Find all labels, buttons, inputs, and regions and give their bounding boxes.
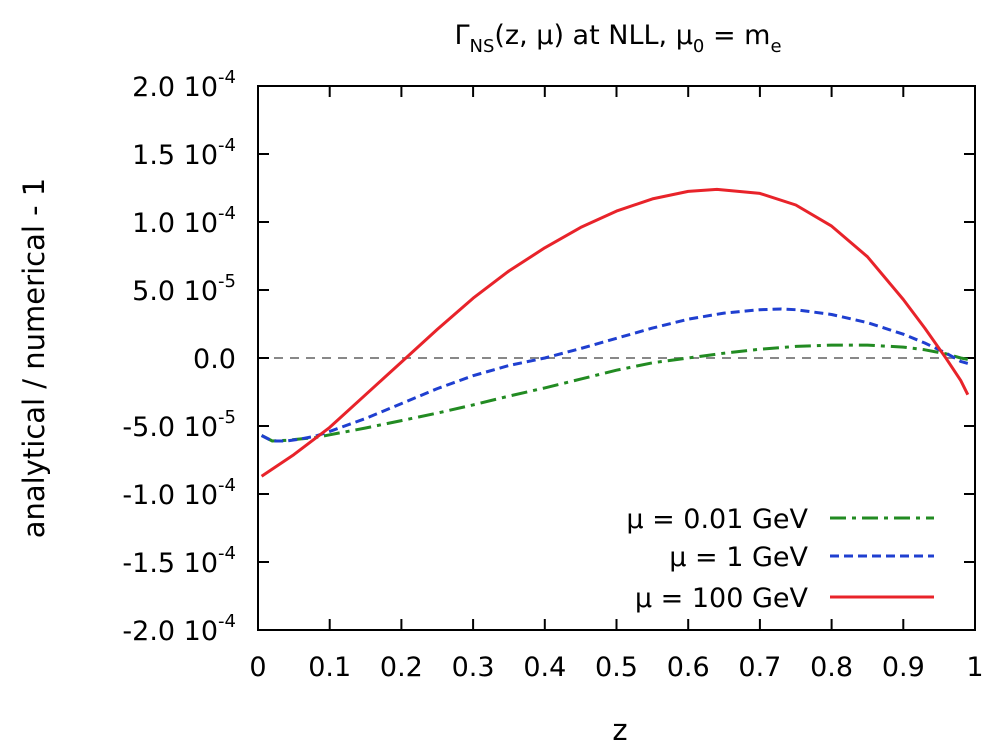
title-prefix-sub: NS (470, 36, 495, 57)
x-tick-label: 0.2 (380, 652, 423, 683)
title-prefix: Γ (454, 20, 469, 51)
y-tick-mantissa: -1.0 10 (122, 480, 218, 511)
x-tick-label: 0 (249, 652, 266, 683)
x-tick-label: 0.4 (523, 652, 566, 683)
chart-title: ΓNS(z, μ) at NLL, μ0 = me (454, 20, 781, 57)
title-middle: (z, μ) at NLL, μ (494, 20, 693, 51)
legend: μ = 0.01 GeV μ = 1 GeV μ = 100 GeV (626, 504, 934, 614)
y-tick-exponent: -4 (218, 611, 236, 632)
series-line-3 (260, 187, 970, 478)
x-tick-label: 0.1 (308, 652, 351, 683)
y-tick-label: 1.5 10-4 (132, 135, 236, 171)
title-suffix: = m (704, 20, 770, 51)
y-tick-label: -5.0 10-5 (122, 407, 236, 443)
y-tick-label: 0.0 (193, 344, 236, 375)
y-axis-title: analytical / numerical - 1 (17, 178, 51, 539)
x-tick-label: 0.7 (738, 652, 781, 683)
y-tick-mantissa: -2.0 10 (122, 616, 218, 647)
y-tick-exponent: -5 (218, 271, 236, 292)
x-axis-title: z (612, 713, 627, 747)
legend-label: μ = 0.01 GeV (626, 504, 808, 535)
y-tick-exponent: -4 (218, 475, 236, 496)
x-tick-label: 0.3 (452, 652, 495, 683)
y-tick-label: 5.0 10-5 (132, 271, 236, 307)
x-tick-label: 0.9 (882, 652, 925, 683)
title-middle-sub: 0 (693, 36, 704, 57)
x-tick-label: 1 (966, 652, 983, 683)
y-tick-exponent: -4 (218, 67, 236, 88)
series-layer (260, 187, 970, 478)
title-suffix-sub: e (770, 36, 781, 57)
x-tick-label: 0.6 (667, 652, 710, 683)
y-tick-mantissa: 5.0 10 (132, 276, 218, 307)
y-tick-mantissa: 2.0 10 (132, 72, 218, 103)
plot-frame (257, 85, 976, 631)
y-tick-label: -1.0 10-4 (122, 475, 236, 511)
y-tick-mantissa: -5.0 10 (122, 412, 218, 443)
y-tick-exponent: -4 (218, 543, 236, 564)
legend-label: μ = 1 GeV (669, 542, 808, 573)
y-tick-label: -2.0 10-4 (122, 611, 236, 647)
y-tick-mantissa: 1.5 10 (132, 140, 218, 171)
legend-label: μ = 100 GeV (635, 583, 809, 614)
y-tick-mantissa: 1.0 10 (132, 208, 218, 239)
y-tick-exponent: -5 (218, 407, 236, 428)
y-tick-label: 1.0 10-4 (132, 203, 236, 239)
x-tick-label: 0.5 (595, 652, 638, 683)
y-tick-label: -1.5 10-4 (122, 543, 236, 579)
y-tick-mantissa: 0.0 (193, 344, 236, 375)
y-tick-mantissa: -1.5 10 (122, 548, 218, 579)
x-tick-label: 0.8 (810, 652, 853, 683)
series-line-2 (260, 307, 969, 443)
y-tick-exponent: -4 (218, 135, 236, 156)
y-tick-label: 2.0 10-4 (132, 67, 236, 103)
y-tick-exponent: -4 (218, 203, 236, 224)
axis-ticks: 0 0.1 0.2 0.3 0.4 0.5 0.6 0.7 0.8 0.9 12.0 10-41.5… (122, 67, 983, 683)
